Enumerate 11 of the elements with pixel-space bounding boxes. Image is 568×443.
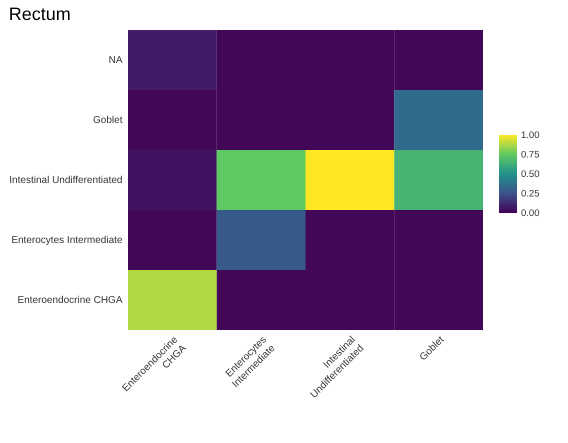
y-tick-label: NA [108,55,123,66]
y-tick-label: Enteroendocrine CHGA [17,295,123,306]
chart-title: Rectum [8,4,71,24]
y-tick-label: Intestinal Undifferentiated [9,175,122,186]
color-bar-label: 1.00 [521,130,540,141]
color-bar-label: 0.50 [521,169,540,180]
color-bar-label: 0.75 [521,150,540,160]
y-tick-label: Goblet [93,115,123,126]
color-bar-label: 0.00 [521,208,540,219]
color-bar-label: 0.25 [521,188,540,200]
y-tick-label: Enterocytes Intermediate [11,235,123,246]
